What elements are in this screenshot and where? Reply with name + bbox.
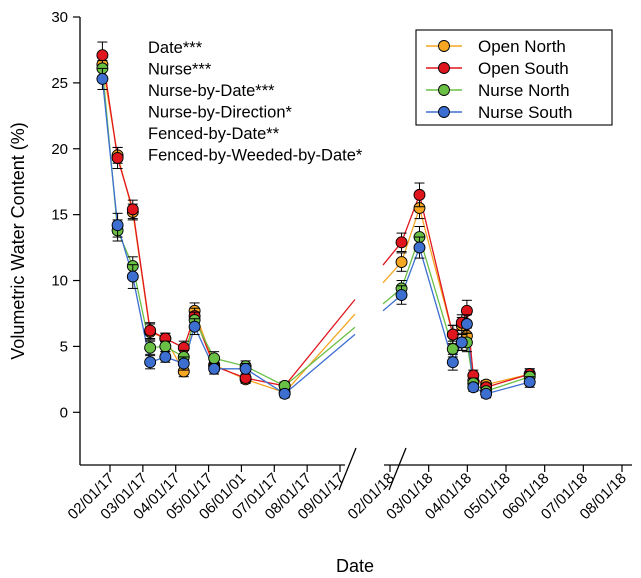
data-point [208,352,221,365]
data-point [460,318,473,330]
data-point [239,362,252,375]
data-point [159,340,172,353]
y-tick-label: 5 [60,338,68,355]
data-point [395,289,408,301]
y-tick-label: 20 [51,141,68,158]
legend: Open North Open South Nurse North Nurse Sou… [415,29,613,126]
y-tick-label: 0 [60,404,68,421]
y-tick-label: 10 [51,273,68,290]
data-point [480,387,493,400]
data-point [144,356,157,369]
data-point [208,362,221,375]
data-point [446,328,459,341]
annotation-line: Nurse-by-Date*** [148,82,275,100]
data-point [395,256,408,269]
legend-label: Nurse North [478,81,570,100]
legend-label: Open South [478,59,569,78]
annotation-line: Nurse*** [148,61,212,79]
annotation-line: Nurse-by-Direction* [148,104,293,122]
annotation-block: Date*** Nurse*** Nurse-by-Date*** Nurse-by-… [148,39,363,165]
data-point [278,387,291,400]
data-point [523,376,536,388]
y-axis-title: Volumetric Water Content (%) [8,122,28,359]
legend-marker [438,40,450,52]
data-point [413,241,426,254]
data-point [177,357,190,370]
data-point [144,324,157,337]
annotation-line: Fenced-by-Weeded-by-Date* [148,147,363,165]
data-point [111,219,124,232]
legend-marker [438,84,450,96]
data-point [413,188,426,201]
data-point [467,381,480,394]
annotation-line: Fenced-by-Date** [148,125,280,143]
data-point [446,356,459,369]
y-tick-label: 30 [51,9,68,26]
axis-break-mark-left [338,447,357,491]
data-point [159,351,172,363]
data-point [144,341,157,354]
legend-marker [438,106,450,118]
data-point [96,72,109,85]
legend-label: Nurse South [478,103,573,122]
legend-marker [438,62,450,74]
y-tick-label: 15 [51,207,68,224]
data-point [395,236,408,249]
data-point [126,203,139,216]
data-point [96,49,109,62]
legend-label: Open North [478,37,566,56]
annotation-line: Date*** [148,39,203,57]
y-tick-label: 25 [51,75,68,92]
x-axis-title: Date [336,556,374,576]
series-layer [96,41,536,400]
data-point [188,320,201,333]
data-point [111,152,124,164]
data-point [126,270,139,283]
data-point [455,336,468,349]
axis-break-mark-right [388,447,407,491]
